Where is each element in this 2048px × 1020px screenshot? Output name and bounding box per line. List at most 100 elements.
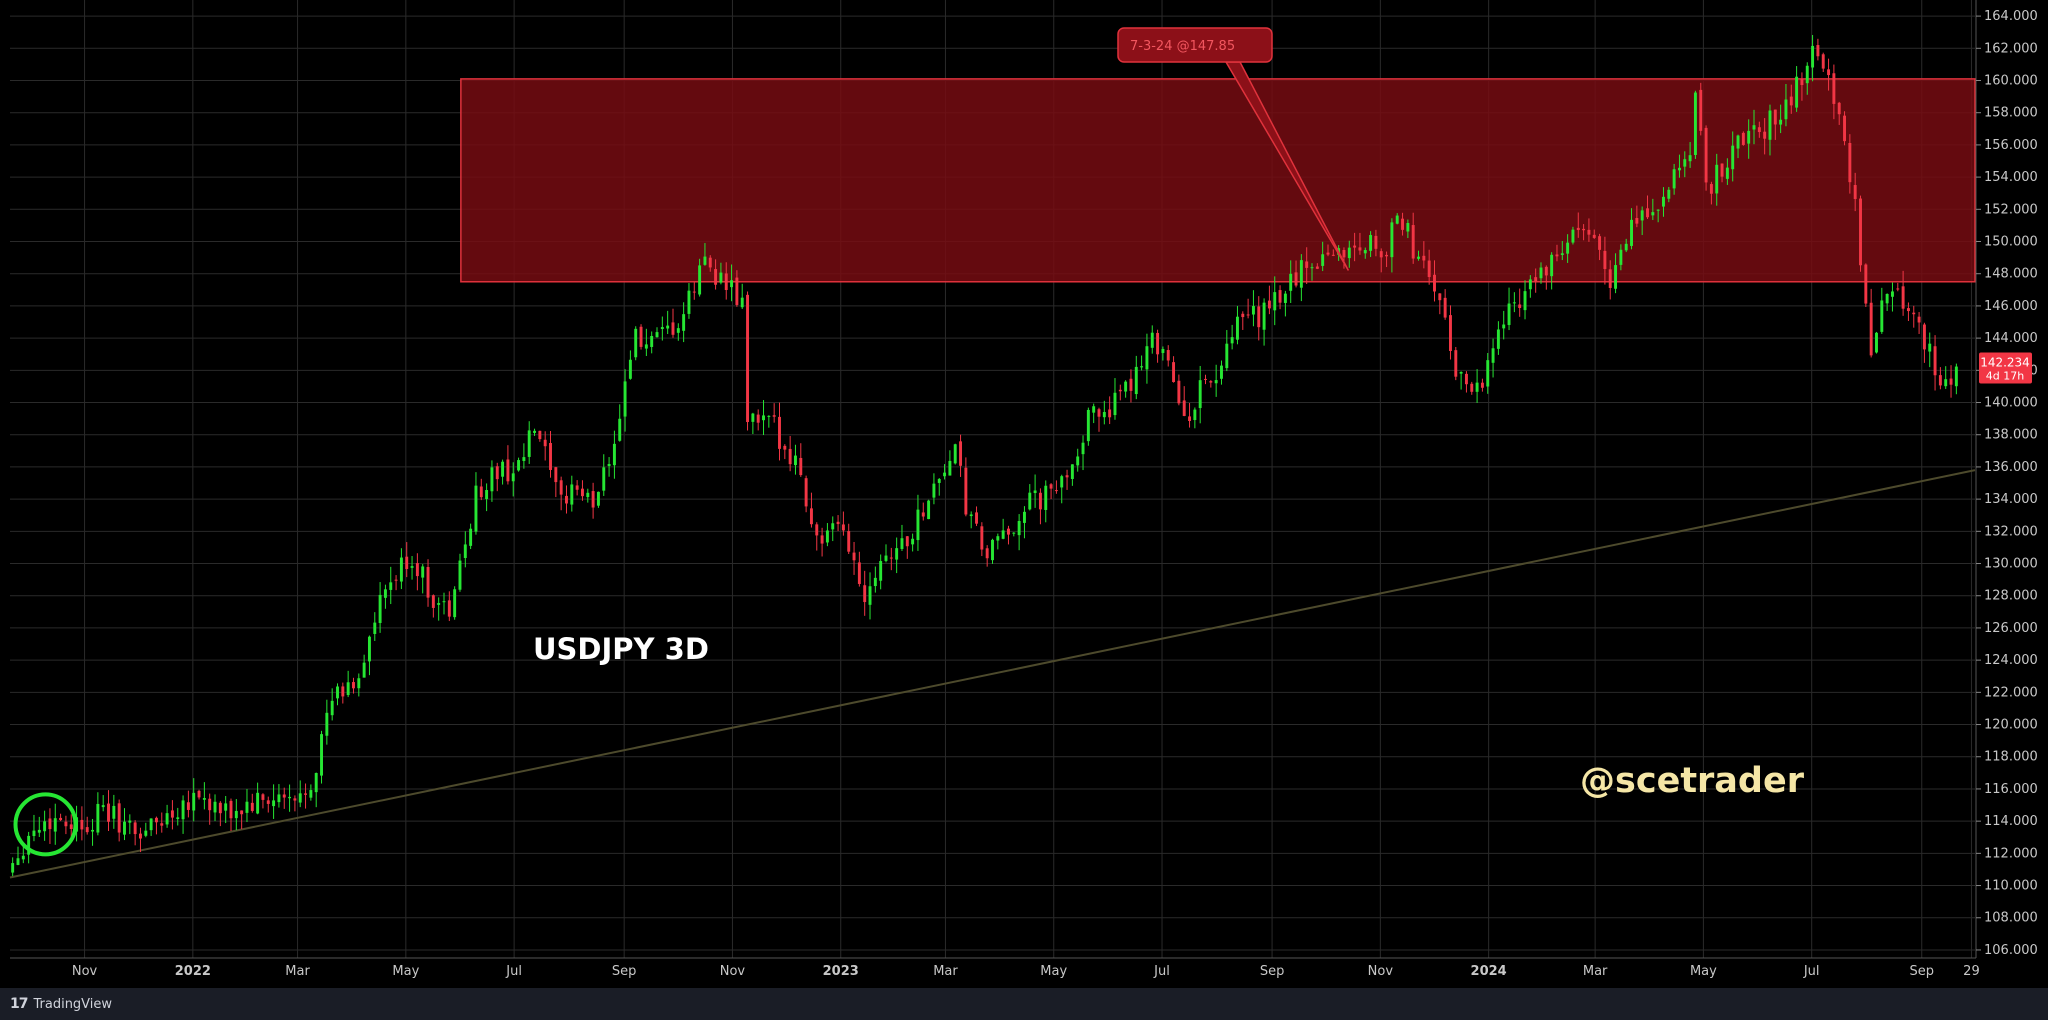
candle-body — [1044, 485, 1048, 510]
candle-body — [330, 700, 334, 716]
candle-body — [1454, 350, 1458, 377]
highlight-circle[interactable] — [13, 792, 78, 857]
price-tick-label: 114.000 — [1984, 814, 2038, 829]
candle-body — [1273, 292, 1277, 311]
candle-body — [1347, 247, 1351, 259]
candle-body — [213, 801, 217, 813]
footer-bar — [0, 988, 2048, 1020]
candle-body — [37, 829, 41, 833]
candle-body — [282, 794, 286, 798]
candle-body — [937, 479, 941, 483]
candle-body — [1720, 163, 1724, 177]
candle-body — [266, 800, 270, 804]
candle-body — [91, 829, 95, 832]
candle-body — [825, 530, 829, 543]
price-tick-label: 146.000 — [1984, 299, 2038, 314]
price-tick-label: 162.000 — [1984, 41, 2038, 56]
price-tick-label: 118.000 — [1984, 750, 2038, 765]
candle-body — [256, 792, 260, 814]
annotation-callout[interactable] — [1117, 27, 1273, 63]
candle-body — [1198, 380, 1202, 409]
candle-body — [570, 484, 574, 505]
candle-body — [1736, 135, 1740, 149]
candle-body — [527, 430, 531, 457]
price-tick-label: 164.000 — [1984, 9, 2038, 24]
candle-body — [1890, 291, 1894, 297]
candle-body — [234, 810, 238, 819]
candle-body — [900, 538, 904, 549]
candle-body — [889, 557, 893, 559]
candle-body — [1007, 528, 1010, 535]
candle-body — [655, 332, 659, 338]
candle-body — [1795, 76, 1799, 108]
candle-body — [1837, 102, 1841, 115]
candle-body — [490, 467, 494, 492]
candle-body — [59, 817, 63, 821]
candle-body — [48, 818, 52, 830]
candle-body — [1768, 110, 1772, 140]
candle-body — [1630, 219, 1633, 246]
candle-body — [809, 508, 813, 525]
candle-body — [1821, 54, 1825, 69]
candle-body — [1118, 389, 1122, 392]
candle-body — [650, 335, 654, 347]
candle-body — [991, 539, 994, 561]
candle-body — [841, 524, 845, 531]
candle-body — [176, 817, 180, 819]
annotation-text: 7-3-24 @147.85 — [1130, 39, 1235, 54]
candle-body — [1582, 228, 1586, 231]
time-tick-label: Nov — [720, 964, 746, 979]
candle-body — [1864, 264, 1868, 304]
candle-body — [1369, 235, 1373, 251]
candle-body — [1560, 253, 1564, 256]
candle-body — [618, 418, 622, 441]
candle-body — [107, 803, 110, 822]
candle-body — [884, 555, 888, 561]
candle-body — [160, 823, 164, 826]
candle-body — [612, 443, 616, 466]
candle-body — [304, 793, 308, 795]
candle-body — [1885, 293, 1889, 304]
candle-body — [123, 821, 126, 835]
candle-body — [1619, 249, 1623, 265]
candle-body — [602, 467, 606, 491]
candle-body — [666, 325, 670, 329]
candle-body — [1598, 236, 1602, 250]
candle-body — [357, 678, 361, 689]
candle-body — [128, 820, 132, 823]
candle-body — [1725, 167, 1729, 179]
candle-body — [1672, 169, 1676, 189]
candle-body — [32, 830, 36, 837]
price-chart[interactable]: 7-3-24 @147.85 USDJPY 3D @scetrader 164.000… — [0, 0, 2048, 988]
candle-body — [1054, 490, 1058, 492]
candle-body — [1677, 167, 1681, 171]
candle-body — [639, 326, 643, 347]
resistance-zone[interactable] — [460, 78, 1976, 283]
candle-body — [1225, 343, 1229, 369]
time-tick-label: Nov — [72, 964, 98, 979]
candle-body — [1709, 184, 1713, 194]
candle-body — [139, 833, 142, 839]
candle-body — [181, 800, 185, 820]
candle-body — [975, 512, 978, 524]
trendline[interactable] — [9, 469, 1976, 879]
candle-body — [868, 586, 872, 605]
candle-body — [719, 272, 723, 283]
candle-body — [565, 495, 568, 504]
candle-body — [112, 805, 116, 819]
last-price-badge[interactable] — [1979, 352, 2032, 384]
candle-body — [1188, 416, 1191, 422]
candle-body — [1667, 189, 1671, 199]
candle-body — [623, 381, 627, 417]
candle-body — [788, 448, 792, 465]
candle-body — [325, 712, 329, 736]
candle-body — [1060, 476, 1064, 488]
tradingview-logo[interactable]: 17 TradingView — [10, 996, 112, 1012]
candle-body — [953, 444, 957, 464]
candle-body — [969, 514, 973, 517]
candle-body — [628, 359, 632, 379]
candle-body — [1608, 269, 1612, 288]
candle-body — [1816, 45, 1820, 57]
candle-body — [463, 544, 467, 558]
